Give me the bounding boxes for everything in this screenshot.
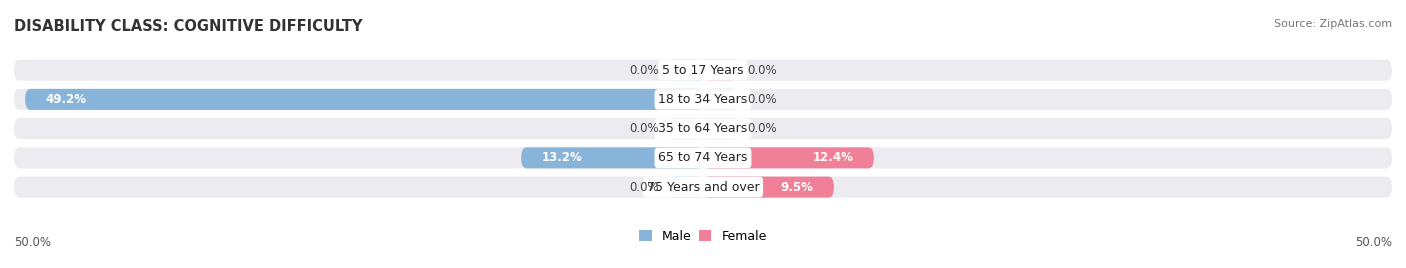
Text: 0.0%: 0.0% — [747, 64, 776, 77]
FancyBboxPatch shape — [669, 60, 703, 81]
FancyBboxPatch shape — [25, 89, 703, 110]
Text: 0.0%: 0.0% — [630, 181, 659, 193]
Legend: Male, Female: Male, Female — [634, 225, 772, 248]
FancyBboxPatch shape — [703, 177, 834, 198]
FancyBboxPatch shape — [14, 60, 1392, 81]
Text: 0.0%: 0.0% — [630, 122, 659, 135]
Text: Source: ZipAtlas.com: Source: ZipAtlas.com — [1274, 19, 1392, 29]
Text: 13.2%: 13.2% — [541, 151, 582, 164]
Text: 0.0%: 0.0% — [747, 122, 776, 135]
Text: 50.0%: 50.0% — [1355, 236, 1392, 249]
FancyBboxPatch shape — [14, 147, 1392, 168]
Text: 5 to 17 Years: 5 to 17 Years — [662, 64, 744, 77]
FancyBboxPatch shape — [14, 118, 1392, 139]
Text: 12.4%: 12.4% — [813, 151, 853, 164]
FancyBboxPatch shape — [522, 147, 703, 168]
Text: DISABILITY CLASS: COGNITIVE DIFFICULTY: DISABILITY CLASS: COGNITIVE DIFFICULTY — [14, 19, 363, 34]
FancyBboxPatch shape — [703, 147, 875, 168]
FancyBboxPatch shape — [669, 118, 703, 139]
FancyBboxPatch shape — [14, 177, 1392, 198]
Text: 18 to 34 Years: 18 to 34 Years — [658, 93, 748, 106]
Text: 50.0%: 50.0% — [14, 236, 51, 249]
Text: 65 to 74 Years: 65 to 74 Years — [658, 151, 748, 164]
Text: 75 Years and over: 75 Years and over — [647, 181, 759, 193]
Text: 49.2%: 49.2% — [46, 93, 87, 106]
FancyBboxPatch shape — [669, 177, 703, 198]
Text: 0.0%: 0.0% — [630, 64, 659, 77]
Text: 9.5%: 9.5% — [780, 181, 813, 193]
FancyBboxPatch shape — [14, 89, 1392, 110]
Text: 35 to 64 Years: 35 to 64 Years — [658, 122, 748, 135]
FancyBboxPatch shape — [703, 60, 738, 81]
FancyBboxPatch shape — [703, 89, 738, 110]
FancyBboxPatch shape — [703, 118, 738, 139]
Text: 0.0%: 0.0% — [747, 93, 776, 106]
